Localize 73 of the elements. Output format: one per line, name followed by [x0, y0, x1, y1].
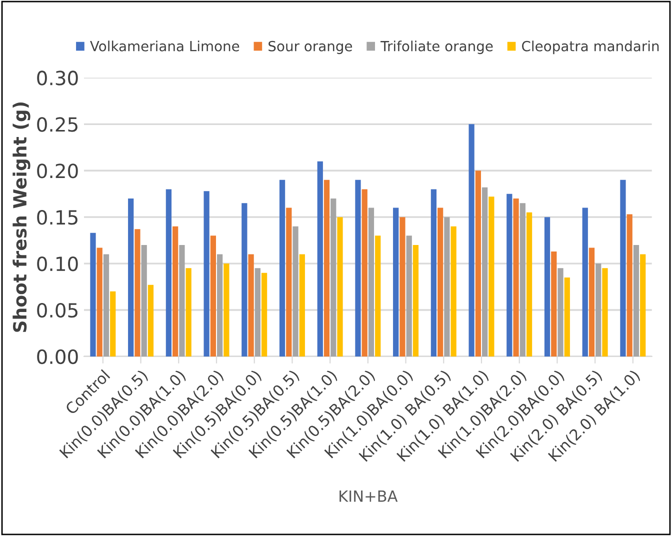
- bar: [482, 187, 488, 356]
- bar: [513, 198, 519, 356]
- bar: [368, 208, 374, 356]
- bar: [430, 189, 437, 356]
- y-tick-label: 0.05: [37, 302, 78, 318]
- bar: [602, 268, 608, 356]
- bar: [128, 198, 134, 356]
- bar: [286, 208, 292, 356]
- bar: [640, 254, 646, 356]
- legend-label: Sour orange: [268, 40, 352, 54]
- bar: [299, 254, 305, 356]
- bar: [337, 217, 343, 356]
- bar: [620, 180, 626, 356]
- bar: [186, 268, 192, 356]
- bar: [596, 264, 602, 356]
- bar: [488, 196, 494, 356]
- bar: [90, 232, 96, 356]
- bar: [110, 291, 116, 356]
- y-tick-label: 0.00: [37, 349, 78, 364]
- bar: [355, 180, 361, 356]
- bar: [475, 170, 481, 356]
- bar: [179, 244, 185, 356]
- y-tick-label: 0.20: [37, 164, 78, 178]
- bar: [254, 268, 260, 356]
- bar: [210, 236, 216, 356]
- bar: [468, 124, 474, 356]
- bar: [582, 208, 588, 356]
- bar: [103, 254, 110, 356]
- bar: [248, 254, 254, 356]
- legend-label: Cleopatra mandarin: [522, 40, 659, 54]
- bar: [261, 272, 268, 356]
- bar: [148, 284, 154, 356]
- bar: [204, 191, 210, 356]
- bar: [526, 212, 532, 356]
- y-tick-label: 0.15: [37, 210, 78, 225]
- bar: [330, 198, 336, 356]
- bar: [406, 236, 412, 356]
- bar: [551, 251, 557, 356]
- bar: [520, 203, 526, 356]
- bar: [544, 217, 550, 356]
- bar: [166, 189, 172, 356]
- bar: [172, 226, 178, 356]
- bar: [362, 189, 368, 356]
- bar: [393, 208, 399, 356]
- bar: [242, 203, 248, 356]
- bar: [558, 268, 564, 356]
- y-tick-label: 0.10: [37, 256, 78, 272]
- bar: [633, 244, 640, 356]
- x-axis-title: KIN+BA: [340, 490, 398, 502]
- bar: [412, 244, 419, 356]
- bar: [450, 226, 456, 356]
- bar: [564, 277, 570, 356]
- bar: [588, 248, 595, 356]
- bar: [626, 214, 632, 356]
- bar: [224, 264, 230, 356]
- y-tick-label: 0.30: [37, 70, 78, 86]
- bar: [317, 161, 323, 356]
- legend-label: Volkameriana Limone: [90, 40, 240, 52]
- bar: [96, 248, 102, 356]
- bar: [279, 180, 286, 356]
- bar: [506, 194, 512, 356]
- bar: [444, 217, 450, 356]
- bar: [292, 226, 298, 356]
- bar: [134, 229, 140, 356]
- bar: [438, 208, 444, 356]
- y-tick-label: 0.25: [37, 117, 78, 132]
- y-axis-title: Shoot fresh Weight (g): [12, 102, 30, 332]
- bar: [375, 236, 381, 356]
- bar: [324, 180, 330, 356]
- legend-label: Trifoliate orange: [380, 40, 493, 54]
- bar: [400, 217, 406, 356]
- bar: [141, 244, 147, 356]
- bar: [216, 254, 223, 356]
